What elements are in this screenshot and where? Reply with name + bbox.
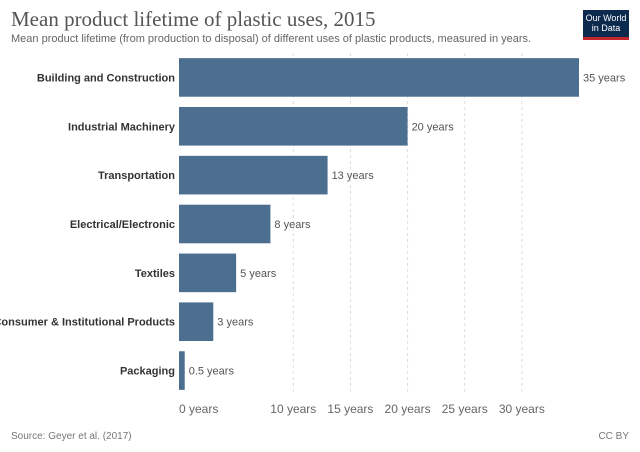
bar[interactable] <box>179 204 271 244</box>
bar[interactable] <box>179 351 185 390</box>
x-tick-label: 30 years <box>499 402 545 416</box>
bar[interactable] <box>179 253 237 293</box>
value-label: 20 years <box>412 121 455 133</box>
category-label: Consumer & Institutional Products <box>0 317 175 329</box>
bar[interactable] <box>179 302 214 342</box>
value-label: 0.5 years <box>189 366 235 378</box>
x-tick-label: 20 years <box>385 402 431 416</box>
logo-line-1: Our World <box>585 13 627 23</box>
bars <box>179 58 579 390</box>
value-label: 3 years <box>217 317 254 329</box>
logo-line-2: in Data <box>591 23 621 33</box>
x-tick-label: 25 years <box>442 402 488 416</box>
value-label: 35 years <box>583 72 626 84</box>
category-label: Transportation <box>98 170 175 182</box>
category-label: Packaging <box>120 366 175 378</box>
owid-logo[interactable]: Our World in Data <box>583 10 629 40</box>
source-note: Source: Geyer et al. (2017) <box>11 431 132 442</box>
category-label: Textiles <box>135 268 175 280</box>
bar[interactable] <box>179 106 408 146</box>
category-label: Industrial Machinery <box>68 121 176 133</box>
x-tick-label: 15 years <box>327 402 373 416</box>
gridlines <box>292 53 523 395</box>
category-label: Building and Construction <box>37 72 175 84</box>
chart-title: Mean product lifetime of plastic uses, 2… <box>11 7 376 31</box>
category-labels: Building and Construction Industrial Mach… <box>0 72 176 377</box>
bar[interactable] <box>179 155 328 195</box>
value-label: 5 years <box>240 268 277 280</box>
value-label: 13 years <box>332 170 375 182</box>
value-label: 8 years <box>274 219 311 231</box>
x-tick-label: 0 years <box>179 402 218 416</box>
x-axis-ticks: 0 years 10 years 15 years 20 years 25 years 3… <box>179 402 545 416</box>
category-label: Electrical/Electronic <box>70 219 175 231</box>
chart-subtitle: Mean product lifetime (from production t… <box>11 33 532 45</box>
value-labels: 35 years 20 years 13 years 8 years 5 years 3 … <box>189 72 626 377</box>
x-tick-label: 10 years <box>270 402 316 416</box>
license-link[interactable]: CC BY <box>598 431 629 442</box>
bar[interactable] <box>179 58 579 97</box>
